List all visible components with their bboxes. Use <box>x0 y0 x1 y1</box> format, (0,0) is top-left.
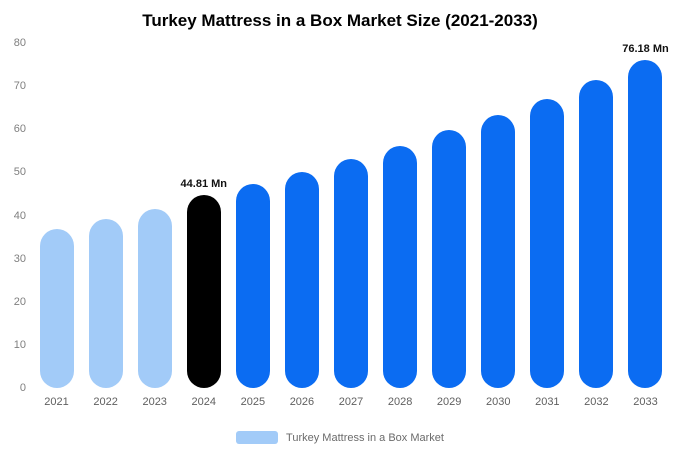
bar-2021 <box>39 229 74 388</box>
x-tick-label: 2023 <box>142 396 167 408</box>
x-tick-label: 2028 <box>387 396 413 408</box>
bar-cell <box>228 43 277 388</box>
x-tick-label: 2024 <box>191 396 217 408</box>
x-tick-label: 2033 <box>633 396 658 408</box>
bar-cell <box>572 43 621 388</box>
x-axis: 2021 2022 2023 2024 2025 2026 2027 2028 2029 2030… <box>32 396 670 408</box>
chart-title: Turkey Mattress in a Box Market Size (20… <box>142 11 538 30</box>
x-tick-label: 2031 <box>535 396 560 408</box>
plot-area: 44.81 Mn 76.18 Mn <box>32 43 670 388</box>
legend-label: Turkey Mattress in a Box Market <box>286 431 444 444</box>
x-tick-label: 2022 <box>93 396 118 408</box>
y-tick-label: 60 <box>13 123 26 136</box>
bar-cell <box>277 43 326 388</box>
legend: Turkey Mattress in a Box Market <box>0 431 680 444</box>
y-tick-label: 20 <box>13 295 26 308</box>
bar-cell <box>326 43 375 388</box>
legend-swatch <box>236 431 279 444</box>
y-tick-label: 50 <box>13 166 26 179</box>
bar-2025 <box>235 184 270 388</box>
bar-2026 <box>284 171 319 388</box>
bar-value-label: 44.81 Mn <box>180 177 227 190</box>
bar-2031 <box>530 99 565 388</box>
y-tick-label: 40 <box>13 209 26 222</box>
bars-row: 44.81 Mn 76.18 Mn <box>32 43 670 388</box>
bar-2028 <box>383 145 418 388</box>
bar-2023 <box>137 208 172 388</box>
y-tick-label: 10 <box>13 338 26 351</box>
x-tick-label: 2021 <box>44 396 69 408</box>
bar-2027 <box>334 158 368 388</box>
x-tick-label: 2026 <box>289 396 315 408</box>
x-tick-label: 2032 <box>584 396 609 408</box>
bar-cell: 76.18 Mn <box>621 43 670 388</box>
x-tick-label: 2025 <box>240 396 266 408</box>
y-tick-label: 30 <box>13 252 26 265</box>
bar-cell <box>523 43 572 388</box>
bar-2033 <box>628 60 663 388</box>
y-tick-label: 0 <box>19 382 26 394</box>
x-tick-label: 2027 <box>338 396 364 408</box>
bar-cell: 44.81 Mn <box>179 43 228 388</box>
bar-2032 <box>579 79 614 388</box>
bar-2024 <box>186 194 221 388</box>
bar-2022 <box>88 218 123 388</box>
y-tick-label: 80 <box>13 37 26 49</box>
bar-cell <box>425 43 474 388</box>
bar-cell <box>474 43 523 388</box>
x-tick-label: 2029 <box>436 396 462 408</box>
bar-cell <box>81 43 130 388</box>
bar-value-label: 76.18 Mn <box>622 43 669 55</box>
bar-cell <box>32 43 81 388</box>
bar-cell <box>376 43 425 388</box>
y-tick-label: 70 <box>13 80 26 93</box>
bar-2030 <box>481 115 516 388</box>
x-tick-label: 2030 <box>486 396 511 408</box>
bar-2029 <box>432 130 467 388</box>
bar-cell <box>130 43 179 388</box>
